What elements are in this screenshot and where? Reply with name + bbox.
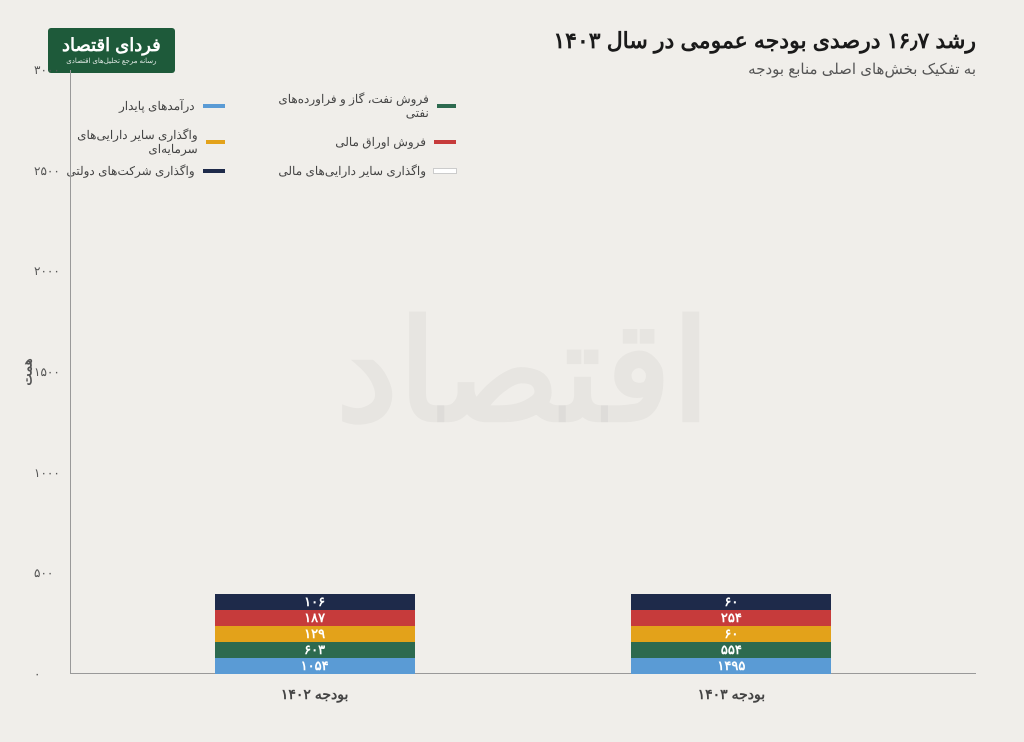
segment-value: ۲۵۴ [721,610,742,626]
bar-segment-capital: ۱۲۹ [215,626,415,642]
bar-segment-oil: ۵۵۴ [631,642,831,658]
y-tick: ۰ [34,667,40,681]
segment-value: ۱۰۵۴ [301,658,329,674]
bar-segment-bonds: ۱۸۷ [215,610,415,626]
bar-segment-bonds: ۲۵۴ [631,610,831,626]
y-tick: ۵۰۰ [34,566,53,580]
chart-area: همت ۰۵۰۰۱۰۰۰۱۵۰۰۲۰۰۰۲۵۰۰۳۰۰۰ اقتصاد بودج… [70,70,976,674]
segment-value: ۶۰۳ [304,642,325,658]
plot-area: اقتصاد بودجه ۱۴۰۲بودجه ۱۴۰۳ ۱۰۵۴۶۰۳۱۲۹۱۸… [70,70,976,674]
logo-sub: رسانه مرجع تحلیل‌های اقتصادی [62,58,161,66]
segment-value: ۱۴۹۵ [717,658,745,674]
chart-title: رشد ۱۶٫۷ درصدی بودجه عمومی در سال ۱۴۰۳ [553,28,976,54]
logo-main: فردای اقتصاد [62,35,161,55]
bar-segment-capital: ۶۰ [631,626,831,642]
x-tick-label: بودجه ۱۴۰۳ [698,686,766,703]
segment-value: ۶۰ [724,594,738,610]
watermark: اقتصاد [70,70,976,674]
brand-logo: فردای اقتصاد رسانه مرجع تحلیل‌های اقتصاد… [48,28,175,73]
segment-value: ۶۰ [724,626,738,642]
bar-segment-oil: ۶۰۳ [215,642,415,658]
bar-segment-gov_co: ۱۰۶ [215,594,415,610]
bar-group: ۱۰۵۴۶۰۳۱۲۹۱۸۷۱۰۶ [215,594,415,674]
x-tick-label: بودجه ۱۴۰۲ [281,686,349,703]
segment-value: ۱۰۶ [304,594,325,610]
y-axis-line [70,70,71,674]
bar-segment-sustainable: ۱۰۵۴ [215,658,415,674]
bar-segment-sustainable: ۱۴۹۵ [631,658,831,674]
chart-container: فردای اقتصاد رسانه مرجع تحلیل‌های اقتصاد… [0,0,1024,742]
y-tick: ۱۰۰۰ [34,466,60,480]
y-tick: ۲۵۰۰ [34,164,60,178]
segment-value: ۵۵۴ [721,642,742,658]
segment-value: ۱۸۷ [304,610,325,626]
segment-value: ۱۲۹ [304,626,325,642]
y-tick: ۱۵۰۰ [34,365,60,379]
y-tick: ۲۰۰۰ [34,264,60,278]
bar-segment-gov_co: ۶۰ [631,594,831,610]
x-axis-line [70,673,976,674]
bar-group: ۱۴۹۵۵۵۴۶۰۲۵۴۶۰ [631,594,831,674]
y-tick: ۳۰۰۰ [34,63,60,77]
y-axis: ۰۵۰۰۱۰۰۰۱۵۰۰۲۰۰۰۲۵۰۰۳۰۰۰ [34,70,70,674]
